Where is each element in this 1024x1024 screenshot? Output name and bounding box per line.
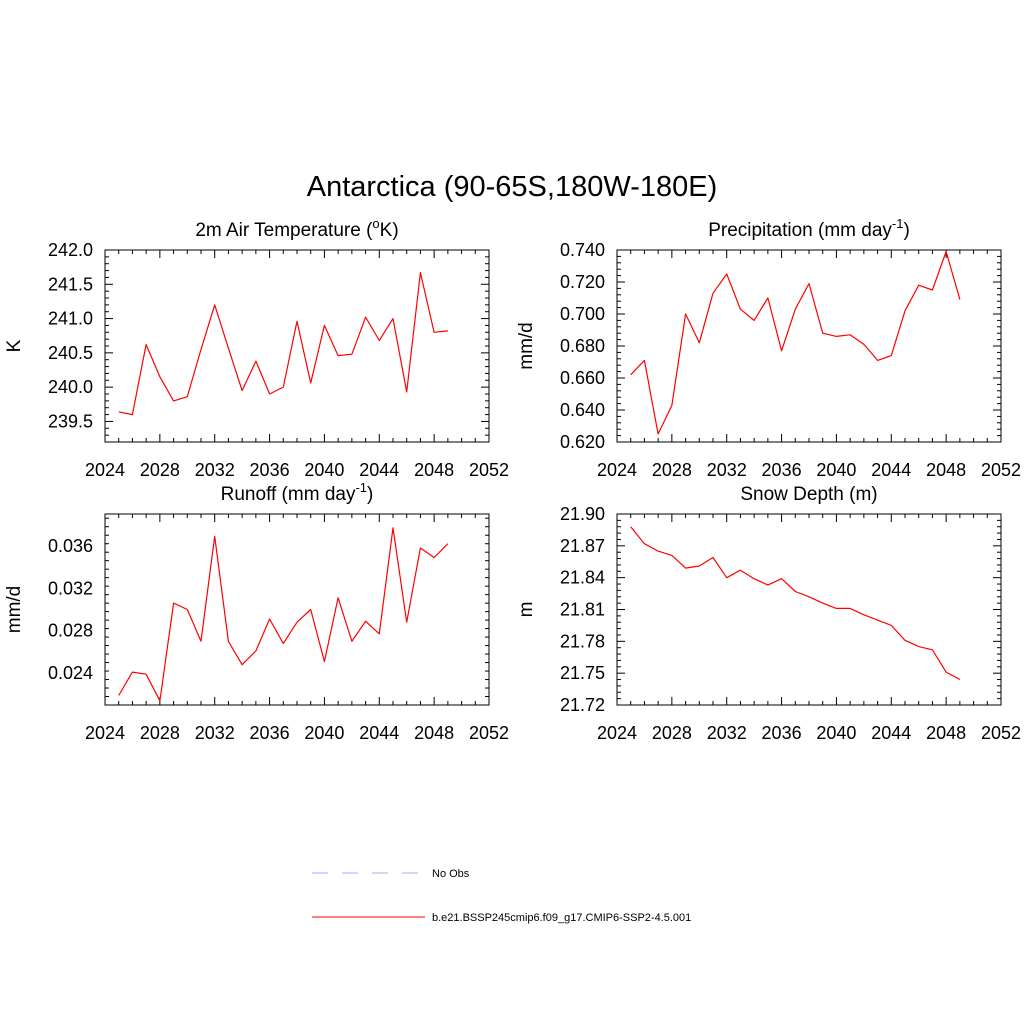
y-tick-label: 0.620 <box>560 432 605 452</box>
y-tick-label: 0.640 <box>560 400 605 420</box>
y-axis-label: mm/d <box>4 586 25 634</box>
chart-panel: Precipitation (mm day-1) mm/d 2024 2028 2032… <box>516 216 1021 480</box>
y-tick-label: 21.75 <box>560 663 605 683</box>
x-tick-label: 2052 <box>981 723 1021 743</box>
chart-panel: 2m Air Temperature (oK) K 2024 2028 2032 2036… <box>4 216 509 480</box>
x-tick-label: 2044 <box>871 460 911 480</box>
x-tick-label: 2044 <box>359 723 399 743</box>
x-tick-label: 2028 <box>652 460 692 480</box>
y-tick-label: 21.90 <box>560 504 605 524</box>
x-tick-label: 2024 <box>597 460 637 480</box>
x-tick-label: 2048 <box>926 460 966 480</box>
x-tick-label: 2024 <box>85 723 125 743</box>
series-line <box>118 272 448 416</box>
y-tick-label: 21.81 <box>560 600 605 620</box>
plot-frame <box>104 513 490 706</box>
panel-title: Snow Depth (m) <box>740 484 877 505</box>
y-tick-label: 240.0 <box>48 377 93 397</box>
y-tick-label: 0.680 <box>560 336 605 356</box>
x-tick-label: 2024 <box>597 723 637 743</box>
y-tick-label: 0.740 <box>560 240 605 260</box>
x-tick-label: 2052 <box>981 460 1021 480</box>
x-tick-label: 2036 <box>762 460 802 480</box>
legend-item: b.e21.BSSP245cmip6.f09_g17.CMIP6-SSP2-4.… <box>312 912 691 924</box>
y-axis-label: K <box>4 339 25 352</box>
x-tick-label: 2048 <box>414 723 454 743</box>
legend-label: b.e21.BSSP245cmip6.f09_g17.CMIP6-SSP2-4.… <box>432 912 691 924</box>
legend-item: No Obs <box>312 868 470 880</box>
y-tick-label: 240.5 <box>48 343 93 363</box>
x-tick-label: 2044 <box>871 723 911 743</box>
x-tick-label: 2044 <box>359 460 399 480</box>
x-tick-label: 2032 <box>707 723 747 743</box>
y-tick-label: 21.78 <box>560 631 605 651</box>
y-tick-label: 21.87 <box>560 536 605 556</box>
chart-panel: Snow Depth (m) m 2024 2028 2032 2036 2040 2044 2… <box>516 484 1021 743</box>
y-tick-label: 21.72 <box>560 695 605 715</box>
y-tick-label: 0.036 <box>48 536 93 556</box>
x-tick-label: 2048 <box>926 723 966 743</box>
panel-title: Runoff (mm day-1) <box>221 480 374 505</box>
x-tick-label: 2040 <box>816 460 856 480</box>
plot-frame <box>104 249 490 443</box>
y-tick-label: 21.84 <box>560 568 605 588</box>
legend-label: No Obs <box>432 868 470 880</box>
x-tick-label: 2040 <box>304 723 344 743</box>
x-tick-label: 2024 <box>85 460 125 480</box>
y-tick-label: 0.028 <box>48 621 93 641</box>
x-tick-label: 2032 <box>707 460 747 480</box>
y-tick-label: 241.5 <box>48 274 93 294</box>
x-tick-label: 2032 <box>195 723 235 743</box>
panel-title: 2m Air Temperature (oK) <box>195 216 398 241</box>
figure-title: Antarctica (90-65S,180W-180E) <box>307 171 718 203</box>
x-tick-label: 2052 <box>469 723 509 743</box>
x-tick-label: 2028 <box>140 723 180 743</box>
chart-panels: 2m Air Temperature (oK) K 2024 2028 2032 2036… <box>4 216 1021 743</box>
y-tick-label: 0.024 <box>48 663 93 683</box>
y-axis-label: mm/d <box>516 322 537 370</box>
y-axis-label: m <box>516 602 537 618</box>
y-tick-label: 242.0 <box>48 240 93 260</box>
plot-frame <box>616 249 1002 443</box>
x-tick-label: 2032 <box>195 460 235 480</box>
x-tick-label: 2052 <box>469 460 509 480</box>
y-tick-label: 239.5 <box>48 411 93 431</box>
x-tick-label: 2036 <box>250 460 290 480</box>
series-line <box>630 251 961 435</box>
x-tick-label: 2048 <box>414 460 454 480</box>
y-tick-label: 0.700 <box>560 304 605 324</box>
y-tick-label: 0.660 <box>560 368 605 388</box>
x-tick-label: 2040 <box>816 723 856 743</box>
x-tick-label: 2028 <box>652 723 692 743</box>
series-line <box>118 527 449 702</box>
y-tick-label: 241.0 <box>48 309 93 329</box>
x-tick-label: 2040 <box>304 460 344 480</box>
panel-title: Precipitation (mm day-1) <box>708 216 910 241</box>
legend: No Obs b.e21.BSSP245cmip6.f09_g17.CMIP6-S… <box>312 868 691 924</box>
chart-panel: Runoff (mm day-1) mm/d 2024 2028 2032 2036 204… <box>4 480 509 743</box>
y-tick-label: 0.720 <box>560 272 605 292</box>
plot-frame <box>616 513 1002 706</box>
x-tick-label: 2036 <box>762 723 802 743</box>
x-tick-label: 2036 <box>250 723 290 743</box>
series-line <box>630 526 961 681</box>
x-tick-label: 2028 <box>140 460 180 480</box>
y-tick-label: 0.032 <box>48 578 93 598</box>
